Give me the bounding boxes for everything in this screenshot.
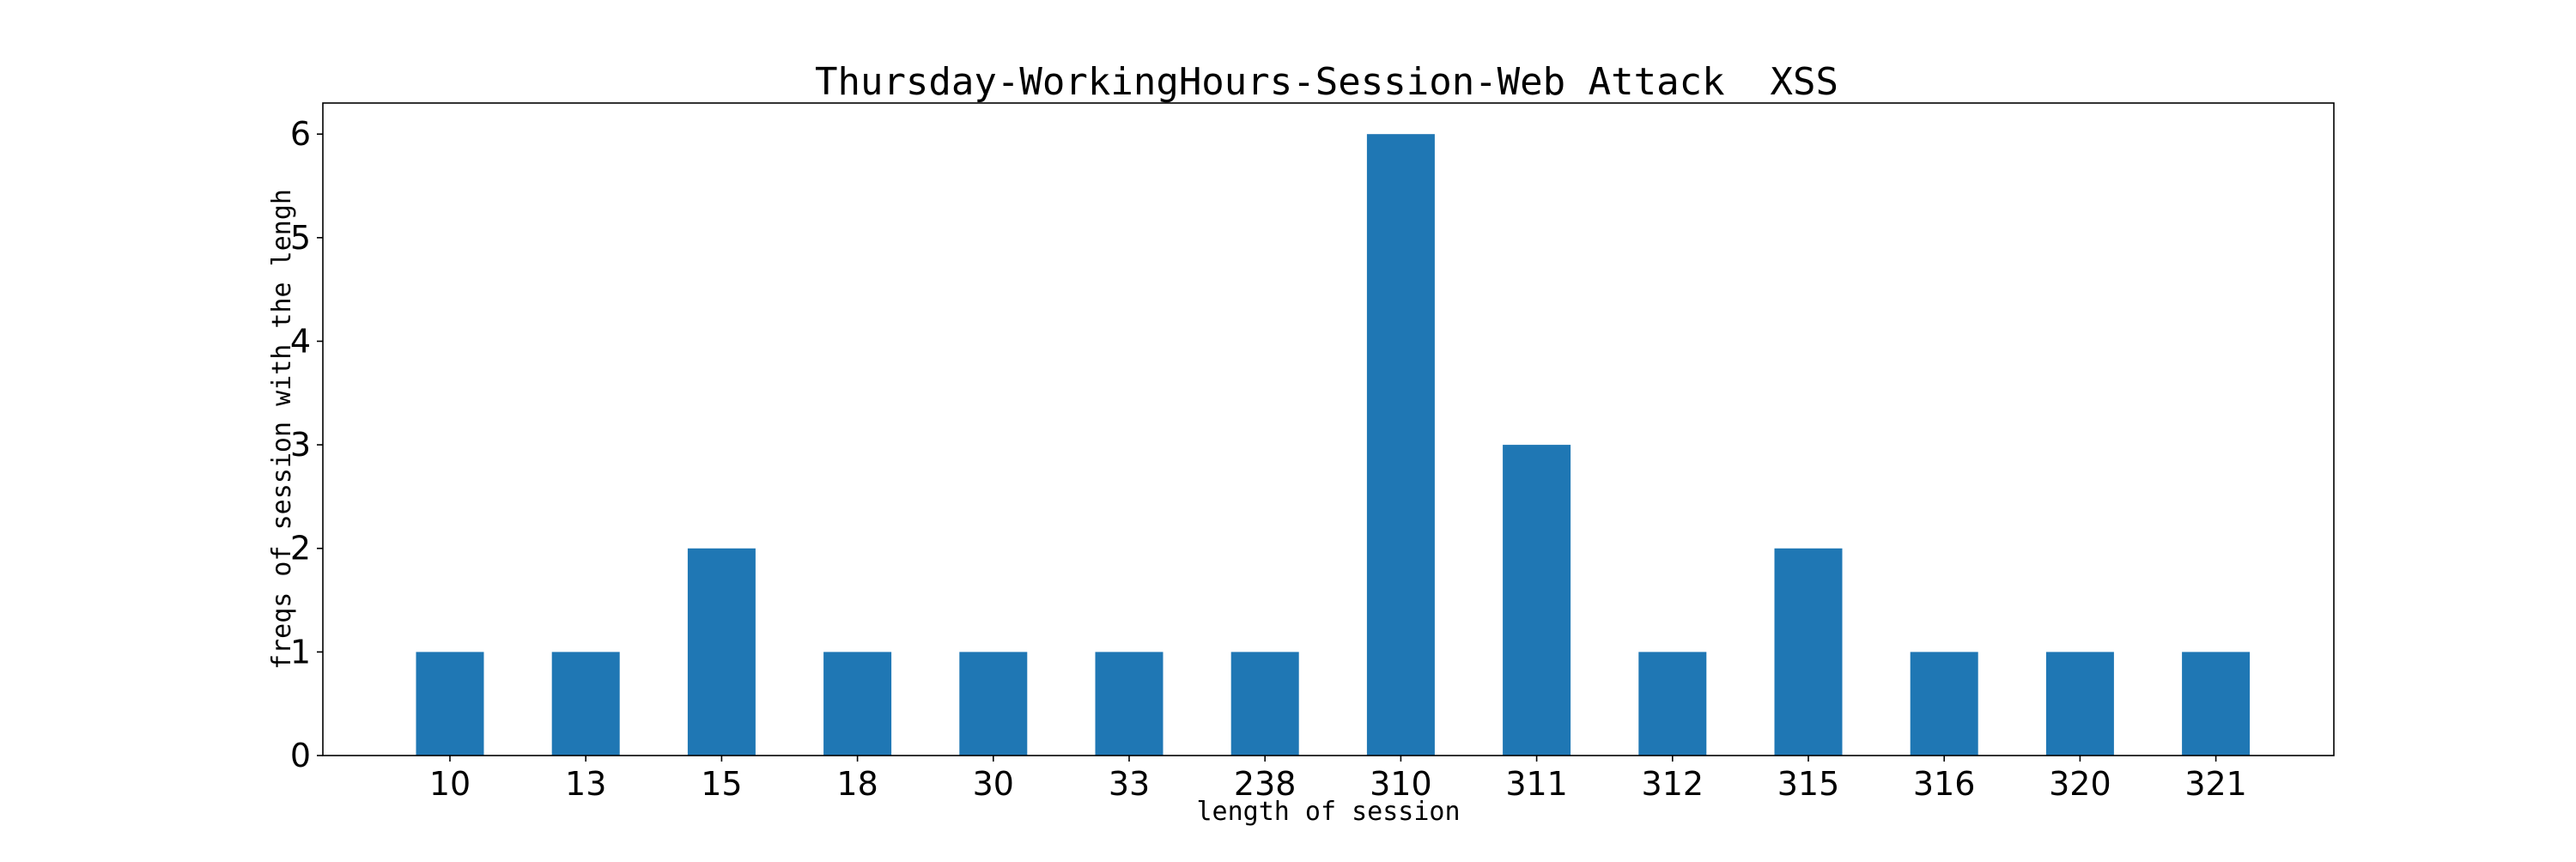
- bar-315: [1774, 548, 1843, 756]
- x-tick-label: 15: [701, 765, 742, 803]
- x-tick-label: 312: [1642, 765, 1704, 803]
- bar-310: [1366, 134, 1435, 756]
- y-tick-label: 1: [290, 633, 311, 671]
- x-tick-label: 316: [1913, 765, 1976, 803]
- bar-15: [687, 548, 756, 756]
- y-tick-label: 5: [290, 219, 311, 257]
- y-axis-label: freqs of session with the lengh: [267, 189, 297, 670]
- plot-frame: [322, 102, 2335, 756]
- bar-33: [1095, 652, 1163, 756]
- bar-238: [1230, 652, 1299, 756]
- y-tick-label: 4: [290, 322, 311, 360]
- x-tick-label: 321: [2184, 765, 2247, 803]
- bar-321: [2182, 652, 2251, 756]
- x-tick-label: 238: [1234, 765, 1297, 803]
- bar-312: [1638, 652, 1707, 756]
- y-tick-label: 6: [290, 115, 311, 153]
- bar-10: [416, 652, 484, 756]
- x-tick-label: 13: [565, 765, 606, 803]
- y-tick-label: 2: [290, 530, 311, 568]
- x-tick-label: 311: [1505, 765, 1568, 803]
- chart-title: Thursday-WorkingHours-Session-Web Attack…: [815, 60, 1838, 104]
- bar-13: [551, 652, 620, 756]
- x-tick-label: 18: [836, 765, 878, 803]
- bars-layer: [416, 134, 2251, 756]
- x-tick-label: 10: [429, 765, 471, 803]
- bar-320: [2045, 652, 2114, 756]
- y-axis: 0 1 2 3 4 5 6: [290, 115, 323, 774]
- x-axis: 10 13 15 18 30 33 238 310 311 312 315 316 320 321: [429, 756, 2247, 803]
- x-tick-label: 33: [1109, 765, 1150, 803]
- x-tick-label: 315: [1777, 765, 1840, 803]
- x-tick-label: 310: [1370, 765, 1432, 803]
- bar-30: [959, 652, 1028, 756]
- y-tick-label: 0: [290, 737, 311, 774]
- y-tick-label: 3: [290, 426, 311, 464]
- bar-316: [1910, 652, 1978, 756]
- x-axis-label: length of session: [1196, 797, 1460, 827]
- x-tick-label: 30: [973, 765, 1014, 803]
- bar-18: [823, 652, 892, 756]
- bar-311: [1503, 445, 1571, 756]
- x-tick-label: 320: [2049, 765, 2111, 803]
